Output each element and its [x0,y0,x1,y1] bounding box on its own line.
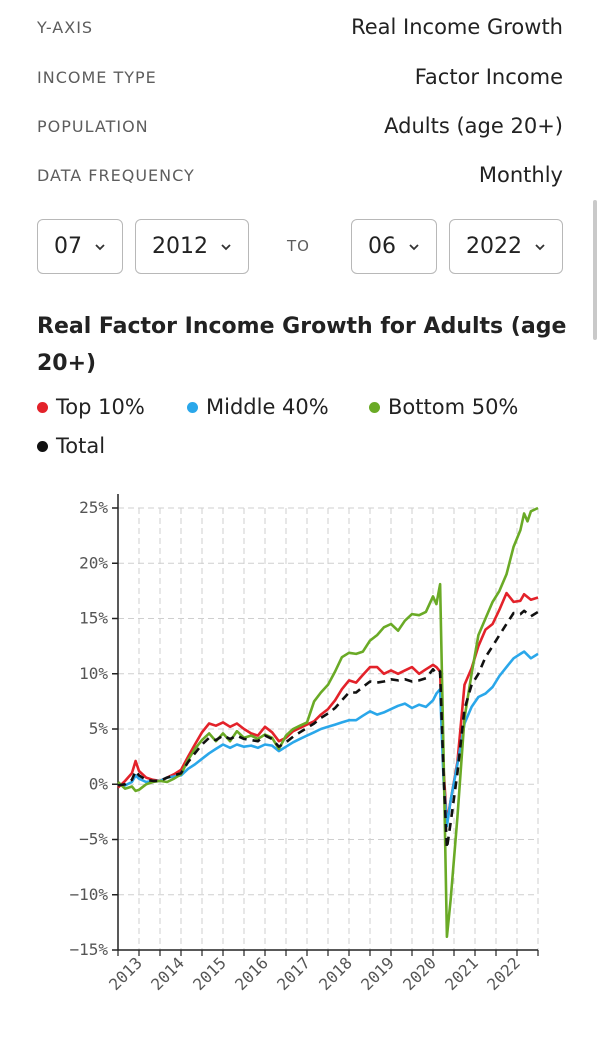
x-tick-label: 2022 [483,953,524,994]
legend-label: Bottom 50% [388,395,519,419]
x-tick-label: 2018 [315,953,356,994]
setting-value[interactable]: Adults (age 20+) [384,114,563,138]
legend-label: Top 10% [56,395,145,419]
setting-value[interactable]: Real Income Growth [351,15,563,39]
chevron-down-icon [95,243,105,250]
y-tick-label: 0% [89,774,109,793]
y-tick-label: 20% [79,553,108,572]
dot-icon [37,401,48,413]
x-tick-label: 2013 [105,953,146,994]
chevron-down-icon [409,243,419,250]
y-tick-label: −10% [69,885,108,904]
setting-data-frequency[interactable]: DATA FREQUENCY Monthly [37,155,563,195]
y-tick-label: 15% [79,609,108,628]
setting-income-type[interactable]: INCOME TYPE Factor Income [37,57,563,97]
legend-label: Total [56,434,106,458]
x-tick-label: 2015 [189,953,230,994]
dot-icon [187,401,198,413]
y-tick-label: 10% [79,664,108,683]
series-line-top-10 [117,591,539,825]
dot-icon [37,440,48,452]
legend-item-bottom-50[interactable]: Bottom 50% [369,395,518,419]
setting-label: POPULATION [37,116,149,136]
x-tick-label: 2016 [231,953,272,994]
end-month-select[interactable]: 06 [351,219,437,274]
chevron-down-icon [535,243,545,250]
setting-y-axis[interactable]: Y-AXIS Real Income Growth [37,7,563,47]
y-tick-label: 25% [79,498,108,517]
end-year-select[interactable]: 2022 [449,219,563,274]
setting-label: Y-AXIS [37,17,94,37]
setting-value[interactable]: Factor Income [414,65,563,89]
y-tick-label: −5% [79,830,108,849]
x-tick-label: 2020 [399,953,440,994]
start-month-value: 07 [54,234,82,259]
setting-label: DATA FREQUENCY [37,165,195,185]
legend-label: Middle 40% [206,395,329,419]
chart-title: Real Factor Income Growth for Adults (ag… [37,314,567,376]
dot-icon [369,401,380,413]
line-chart: 25%20%15%10%5%0%−5%−10%−15%2013 2014 2015 2… [69,494,539,994]
start-year-select[interactable]: 2012 [135,219,249,274]
series-line-middle-40 [117,650,539,828]
start-year-value: 2012 [152,234,208,259]
legend-item-top-10[interactable]: Top 10% [37,395,145,419]
y-tick-label: −15% [69,940,108,959]
scrollbar[interactable] [593,200,597,340]
legend-item-middle-40[interactable]: Middle 40% [187,395,329,419]
end-month-value: 06 [368,234,396,259]
setting-label: INCOME TYPE [37,67,157,87]
date-range-selector: 07 2012 TO 06 2022 [37,219,563,276]
setting-population[interactable]: POPULATION Adults (age 20+) [37,106,563,146]
x-tick-label: 2021 [441,953,482,994]
y-tick-label: 5% [89,719,109,738]
x-tick-label: 2014 [147,953,188,994]
series-line-total [117,609,539,850]
start-month-select[interactable]: 07 [37,219,123,274]
x-tick-label: 2019 [357,953,398,994]
to-label: TO [287,237,310,255]
setting-value[interactable]: Monthly [478,163,563,187]
end-year-value: 2022 [466,234,522,259]
legend-item-total[interactable]: Total [37,434,105,458]
chevron-down-icon [221,243,231,250]
x-tick-label: 2017 [273,953,314,994]
